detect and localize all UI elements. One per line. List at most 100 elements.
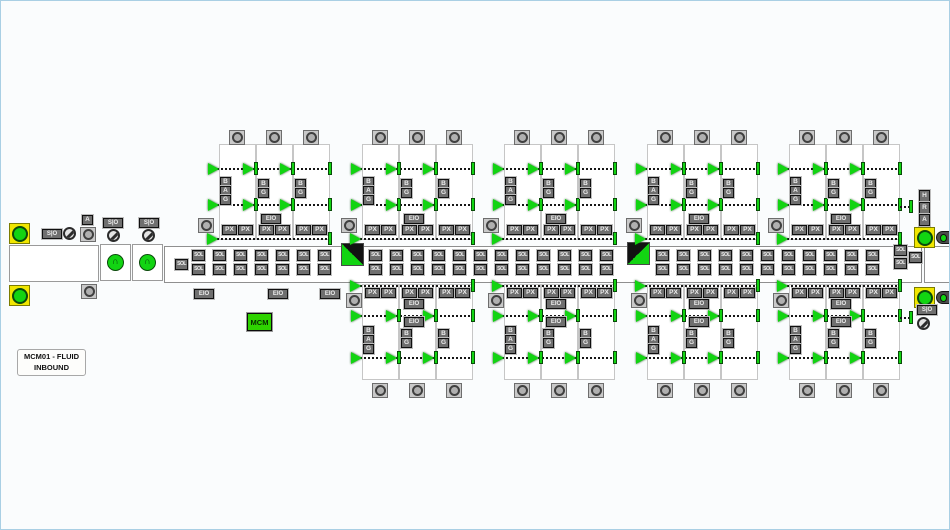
top-group-2-valve-arrow-icon[interactable] xyxy=(386,163,397,175)
sol-valve[interactable]: SOL xyxy=(411,264,424,275)
top-group-3-px-sensor[interactable]: PX xyxy=(560,225,575,235)
sol-valve[interactable]: SOL xyxy=(909,252,922,263)
bottom-group-1-port-button[interactable] xyxy=(446,383,462,398)
top-group-1-px-sensor[interactable]: PX xyxy=(275,225,290,235)
bottom-group-4-eio-box[interactable]: EIO xyxy=(831,317,851,327)
bottom-group-4-side-button[interactable] xyxy=(773,293,789,308)
bottom-group-4-eio-box[interactable]: EIO xyxy=(831,299,851,309)
top-group-3-px-sensor[interactable]: PX xyxy=(597,225,612,235)
sol-valve[interactable]: SOL xyxy=(192,250,205,261)
bottom-group-2-port-button[interactable] xyxy=(551,383,567,398)
so-switch[interactable]: S|O xyxy=(103,218,123,228)
bottom-group-1-px-sensor[interactable]: PX xyxy=(365,288,380,298)
top-group-1-px-sensor[interactable]: PX xyxy=(222,225,237,235)
top-group-4-px-sensor[interactable]: PX xyxy=(740,225,755,235)
top-group-1-valve-arrow-icon[interactable] xyxy=(280,199,291,211)
top-group-2-port-button[interactable] xyxy=(372,130,388,145)
interlock-icon[interactable] xyxy=(142,229,155,242)
top-group-4-transfer-arrow-icon[interactable] xyxy=(635,233,646,245)
sol-valve[interactable]: SOL xyxy=(255,250,268,261)
top-group-4-px-sensor[interactable]: PX xyxy=(650,225,665,235)
port-button[interactable] xyxy=(81,284,97,299)
top-group-3-valve-arrow-icon[interactable] xyxy=(565,199,576,211)
top-group-5-port-button[interactable] xyxy=(799,130,815,145)
top-group-4-eio-box[interactable]: EIO xyxy=(689,214,709,224)
bottom-group-2-px-sensor[interactable]: PX xyxy=(597,288,612,298)
bottom-group-1-px-sensor[interactable]: PX xyxy=(439,288,454,298)
top-group-3-px-sensor[interactable]: PX xyxy=(507,225,522,235)
sol-valve[interactable]: SOL xyxy=(453,264,466,275)
sol-valve[interactable]: SOL xyxy=(558,264,571,275)
top-group-1-valve-arrow-icon[interactable] xyxy=(243,163,254,175)
top-group-2-valve-arrow-icon[interactable] xyxy=(351,199,362,211)
bottom-group-3-valve-arrow-icon[interactable] xyxy=(671,310,682,322)
bottom-group-1-valve-arrow-icon[interactable] xyxy=(423,310,434,322)
sol-valve[interactable]: SOL xyxy=(234,264,247,275)
sol-valve[interactable]: SOL xyxy=(677,250,690,261)
bottom-group-4-px-sensor[interactable]: PX xyxy=(866,288,881,298)
top-group-4-valve-arrow-icon[interactable] xyxy=(708,199,719,211)
so-switch[interactable]: S|O xyxy=(42,229,62,239)
bottom-group-2-eio-box[interactable]: EIO xyxy=(546,317,566,327)
bottom-group-3-eio-box[interactable]: EIO xyxy=(689,317,709,327)
sol-valve[interactable]: SOL xyxy=(369,250,382,261)
sol-valve[interactable]: SOL xyxy=(432,250,445,261)
top-group-2-port-button[interactable] xyxy=(446,130,462,145)
sol-valve[interactable]: SOL xyxy=(537,250,550,261)
sol-valve[interactable]: SOL xyxy=(276,250,289,261)
top-group-4-side-button[interactable] xyxy=(626,218,642,233)
top-group-4-valve-arrow-icon[interactable] xyxy=(708,163,719,175)
sol-valve[interactable]: SOL xyxy=(474,264,487,275)
bottom-group-4-valve-arrow-icon[interactable] xyxy=(850,352,861,364)
sol-valve[interactable]: SOL xyxy=(369,264,382,275)
top-group-3-valve-arrow-icon[interactable] xyxy=(493,199,504,211)
top-group-3-valve-arrow-icon[interactable] xyxy=(528,199,539,211)
sol-valve[interactable]: SOL xyxy=(656,250,669,261)
bottom-group-3-px-sensor[interactable]: PX xyxy=(687,288,702,298)
top-group-4-port-button[interactable] xyxy=(731,130,747,145)
interlock-icon[interactable] xyxy=(107,229,120,242)
top-group-3-port-button[interactable] xyxy=(514,130,530,145)
bottom-group-4-port-button[interactable] xyxy=(873,383,889,398)
sol-valve[interactable]: SOL xyxy=(474,250,487,261)
sol-valve[interactable]: SOL xyxy=(495,250,508,261)
sol-valve[interactable]: SOL xyxy=(516,264,529,275)
top-group-5-px-sensor[interactable]: PX xyxy=(845,225,860,235)
top-group-3-px-sensor[interactable]: PX xyxy=(523,225,538,235)
top-group-1-px-sensor[interactable]: PX xyxy=(238,225,253,235)
line-eio-box[interactable]: EIO xyxy=(194,289,214,299)
top-group-3-px-sensor[interactable]: PX xyxy=(581,225,596,235)
estop-button[interactable] xyxy=(9,223,30,244)
bottom-group-3-valve-arrow-icon[interactable] xyxy=(636,310,647,322)
top-group-5-valve-arrow-icon[interactable] xyxy=(778,163,789,175)
bottom-group-1-valve-arrow-icon[interactable] xyxy=(386,352,397,364)
top-group-5-px-sensor[interactable]: PX xyxy=(866,225,881,235)
top-group-3-valve-arrow-icon[interactable] xyxy=(528,163,539,175)
top-group-1-side-button[interactable] xyxy=(198,218,214,233)
top-group-4-px-sensor[interactable]: PX xyxy=(687,225,702,235)
top-group-3-valve-arrow-icon[interactable] xyxy=(565,163,576,175)
bottom-group-1-valve-arrow-icon[interactable] xyxy=(423,352,434,364)
sol-valve[interactable]: SOL xyxy=(192,264,205,275)
bottom-group-4-px-sensor[interactable]: PX xyxy=(845,288,860,298)
bottom-group-1-eio-box[interactable]: EIO xyxy=(404,299,424,309)
top-group-2-eio-box[interactable]: EIO xyxy=(404,214,424,224)
top-group-1-valve-arrow-icon[interactable] xyxy=(280,163,291,175)
port-button[interactable] xyxy=(80,227,96,242)
top-group-4-px-sensor[interactable]: PX xyxy=(724,225,739,235)
top-group-4-valve-arrow-icon[interactable] xyxy=(671,199,682,211)
sol-valve[interactable]: SOL xyxy=(297,264,310,275)
top-group-4-valve-arrow-icon[interactable] xyxy=(671,163,682,175)
top-group-3-eio-box[interactable]: EIO xyxy=(546,214,566,224)
bottom-group-1-valve-arrow-icon[interactable] xyxy=(386,310,397,322)
top-group-3-port-button[interactable] xyxy=(551,130,567,145)
sol-valve[interactable]: SOL xyxy=(558,250,571,261)
top-group-1-px-sensor[interactable]: PX xyxy=(259,225,274,235)
bottom-group-1-px-sensor[interactable]: PX xyxy=(381,288,396,298)
sol-valve[interactable]: SOL xyxy=(803,250,816,261)
sol-valve[interactable]: SOL xyxy=(698,264,711,275)
bottom-group-1-port-button[interactable] xyxy=(372,383,388,398)
top-group-4-px-sensor[interactable]: PX xyxy=(666,225,681,235)
bottom-group-4-px-sensor[interactable]: PX xyxy=(792,288,807,298)
sol-valve[interactable]: SOL xyxy=(390,264,403,275)
